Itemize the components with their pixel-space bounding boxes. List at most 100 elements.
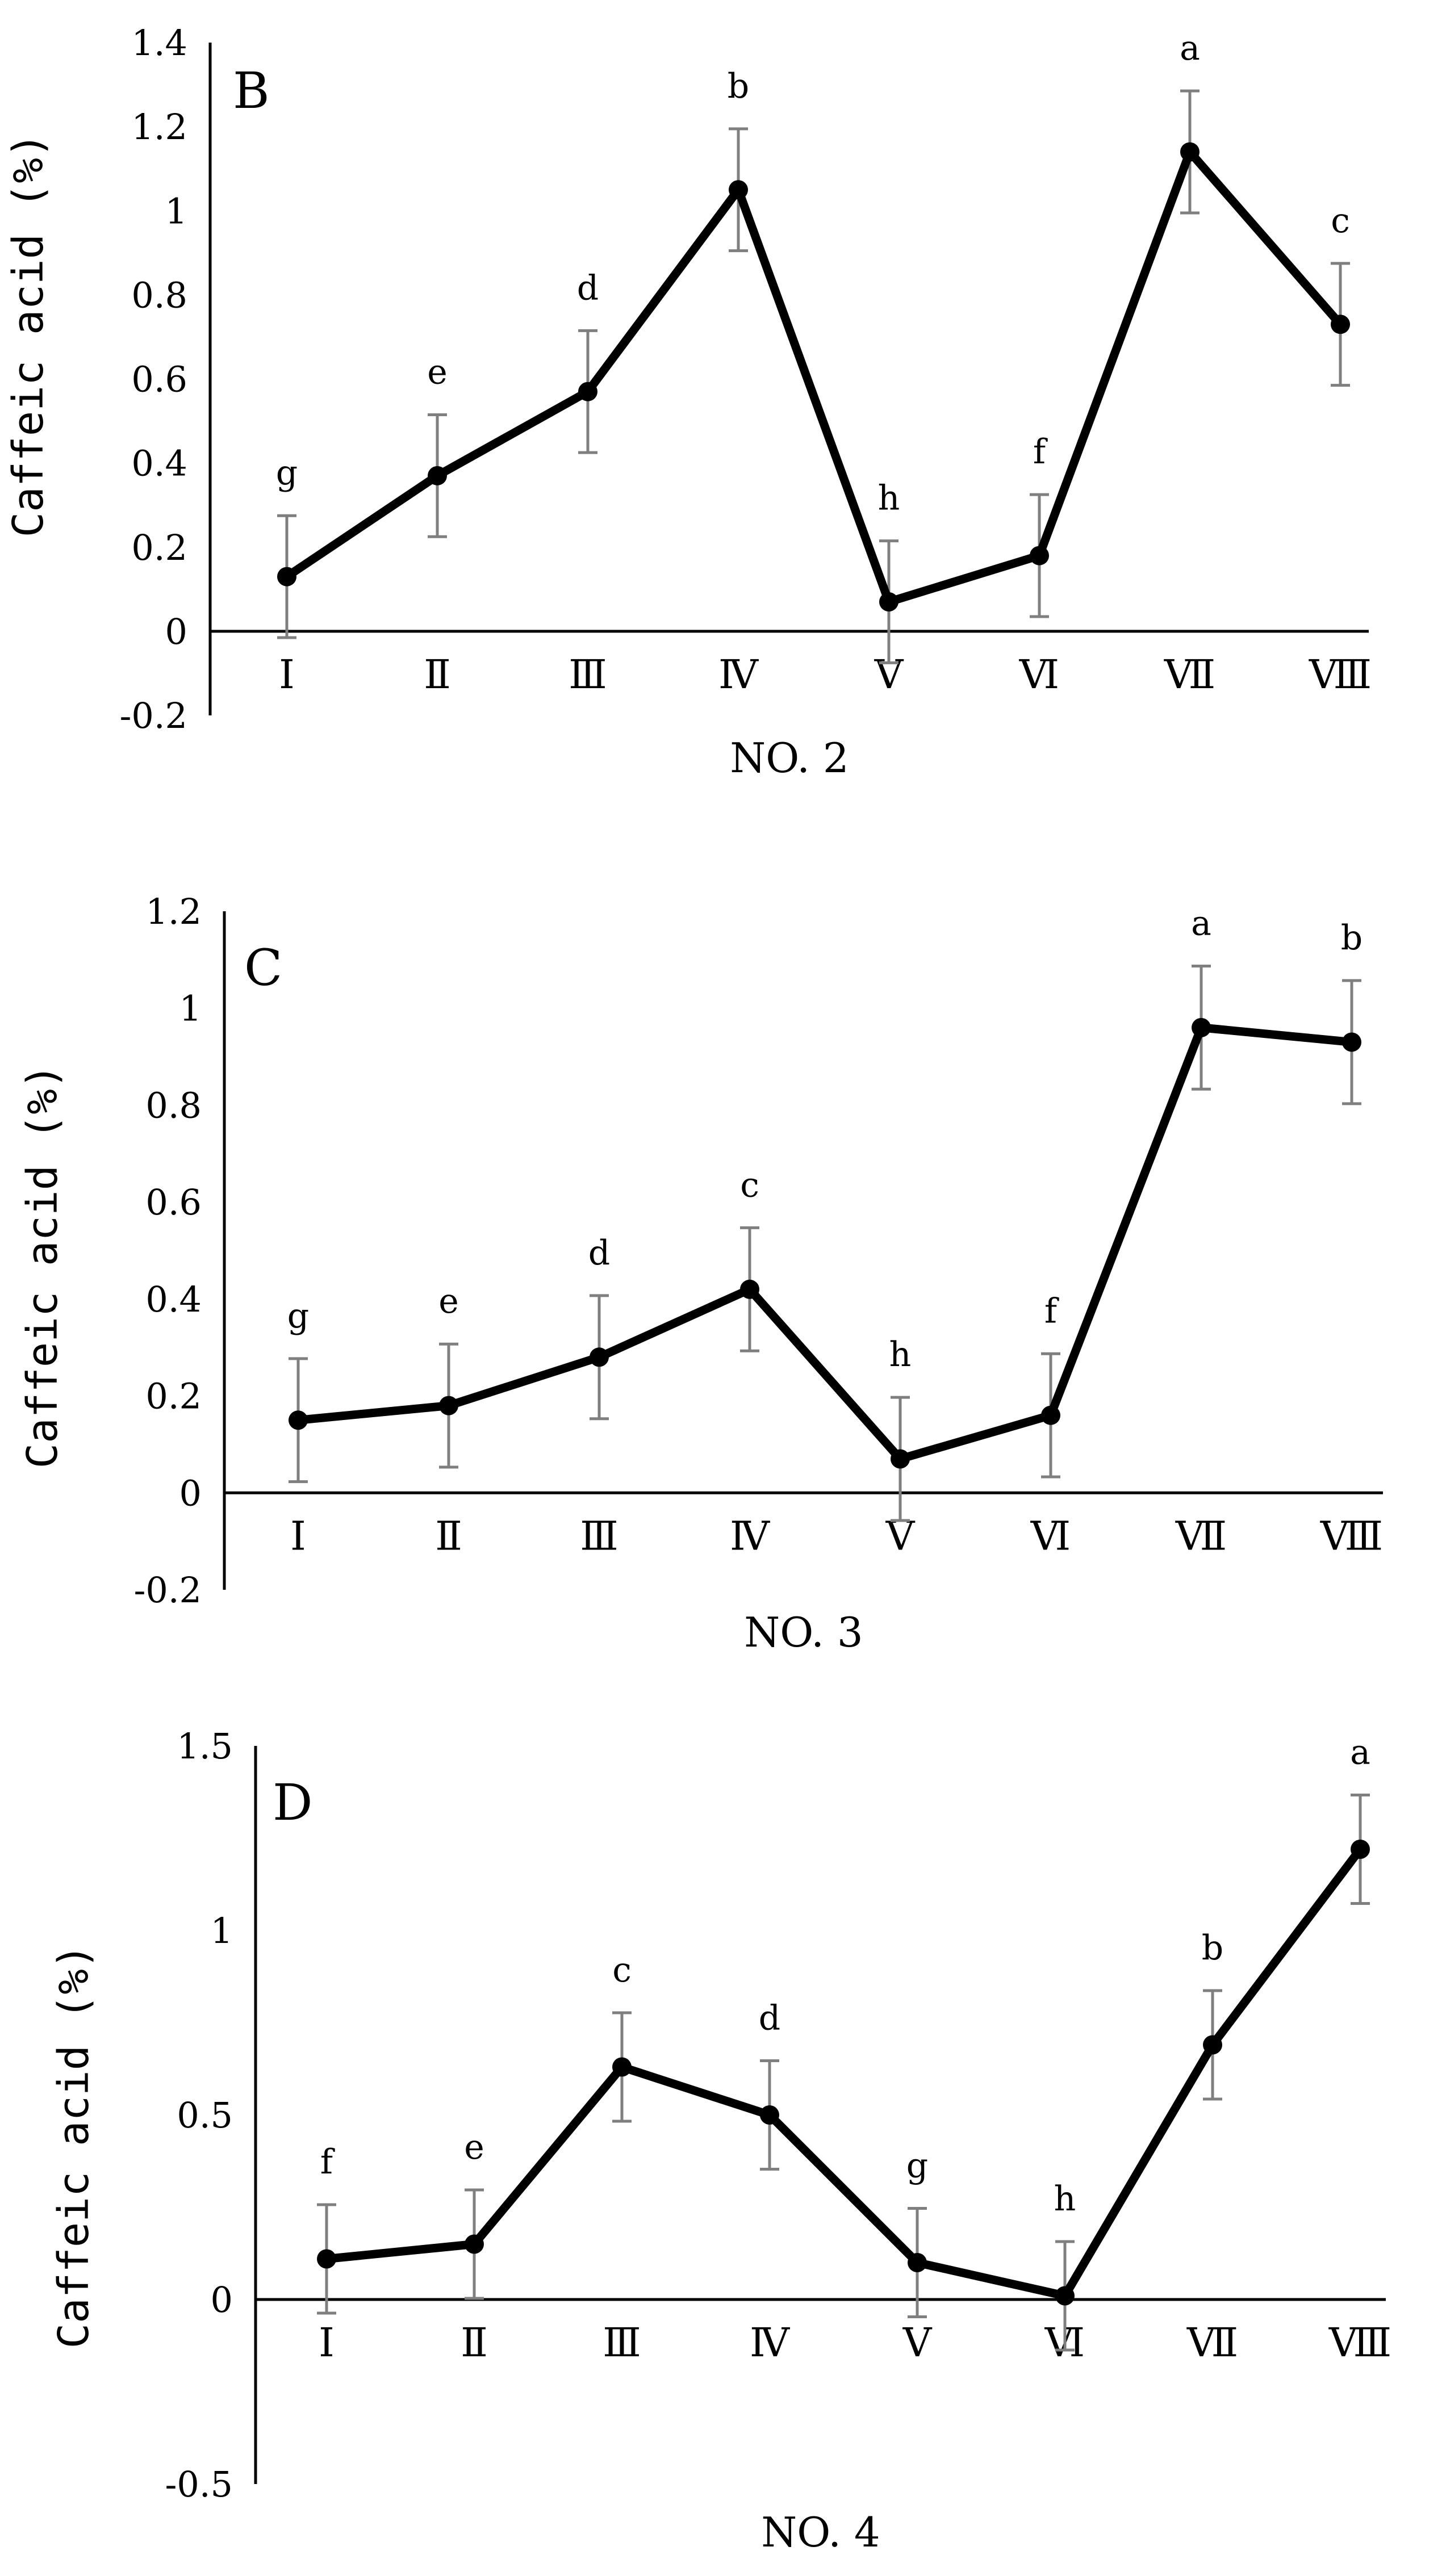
chart-b-significance-label: a	[1180, 28, 1200, 68]
chart-d-data-point	[612, 2057, 632, 2077]
chart-b-significance-label: g	[276, 453, 298, 493]
chart-c-category-label: Ⅵ	[1030, 1513, 1071, 1559]
chart-b-y-axis-title: Caffeic acid (%)	[4, 133, 53, 538]
chart-d-data-point	[760, 2105, 779, 2125]
chart-d-category-label: Ⅳ	[750, 2319, 790, 2366]
chart-c-data-point	[289, 1410, 308, 1430]
chart-d-significance-label: d	[759, 1998, 780, 2038]
chart-d-series-line	[326, 1846, 1364, 2300]
chart-c-significance-label: c	[740, 1165, 759, 1205]
chart-b-ytick-label: 0	[165, 611, 187, 652]
chart-d-significance-label: h	[1054, 2179, 1076, 2219]
chart-d-significance-label: c	[612, 1950, 632, 1990]
chart-c-significance-label: f	[1044, 1291, 1059, 1331]
chart-d-category-label: Ⅰ	[319, 2319, 335, 2366]
chart-c-significance-label: e	[438, 1281, 459, 1321]
chart-b-category-label: Ⅲ	[569, 651, 607, 698]
chart-c-ytick-label: 0.6	[145, 1182, 202, 1223]
chart-d-panel-letter: D	[273, 1773, 313, 1832]
chart-d-significance-label: f	[320, 2142, 335, 2182]
chart-d-category-label: Ⅷ	[1328, 2319, 1391, 2366]
chart-d-x-axis-title: NO. 4	[761, 2508, 880, 2556]
chart-c-data-point	[1342, 1032, 1361, 1052]
chart-b-category-label: Ⅷ	[1309, 651, 1372, 698]
chart-c-data-point	[891, 1449, 910, 1469]
chart-d-ytick-label: 1	[211, 1910, 233, 1951]
chart-c-ytick-label: 0	[179, 1472, 202, 1514]
chart-d-data-point	[1351, 1840, 1370, 1859]
chart-b-significance-label: d	[577, 268, 599, 308]
chart-d-category-label: Ⅲ	[603, 2319, 641, 2366]
chart-d-data-point	[908, 2253, 927, 2272]
chart-b-data-point	[428, 466, 447, 485]
chart-b-data-point	[277, 567, 296, 587]
chart-d-category-label: Ⅴ	[902, 2319, 933, 2366]
chart-b-ytick-label: 1.2	[131, 106, 187, 148]
chart-d-data-point	[317, 2249, 336, 2269]
chart-b-ytick-label: 0.8	[131, 274, 187, 316]
chart-c-significance-label: b	[1341, 918, 1363, 958]
chart-d-category-label: Ⅶ	[1186, 2319, 1238, 2366]
chart-b-data-point	[1030, 546, 1049, 566]
chart-d-data-point	[465, 2234, 484, 2254]
chart-b-ytick-label: 1.4	[131, 22, 187, 64]
chart-b-ytick-label: 1	[165, 190, 187, 232]
chart-c-category-label: Ⅱ	[435, 1513, 462, 1559]
chart-c-category-label: Ⅳ	[730, 1513, 770, 1559]
chart-c-ytick-label: 0.2	[145, 1376, 202, 1417]
chart-c-significance-label: h	[889, 1335, 912, 1375]
chart-c-data-point	[439, 1396, 458, 1415]
chart-b-x-axis-title: NO. 2	[730, 734, 849, 782]
chart-c-data-point	[1192, 1017, 1211, 1037]
chart-b-significance-label: e	[427, 352, 448, 392]
chart-c-category-label: Ⅰ	[290, 1513, 306, 1559]
chart-b-significance-label: f	[1033, 432, 1048, 472]
chart-b-category-label: Ⅳ	[718, 651, 759, 698]
chart-d-significance-label: b	[1202, 1928, 1223, 1968]
chart-d-ytick-label: 1.5	[177, 1725, 233, 1767]
chart-c-significance-label: a	[1191, 903, 1211, 943]
chart-b-category-label: Ⅵ	[1019, 651, 1059, 698]
chart-d-data-point	[1203, 2035, 1222, 2055]
chart-c-ytick-label: 0.4	[145, 1279, 202, 1320]
chart-c-category-label: Ⅷ	[1320, 1513, 1383, 1559]
chart-c-panel-letter: C	[244, 939, 282, 997]
chart-d-significance-label: g	[906, 2146, 928, 2185]
chart-b-series-line	[284, 148, 1344, 606]
chart-c-x-axis-title: NO. 3	[744, 1609, 863, 1656]
chart-c-y-axis-title: Caffeic acid (%)	[18, 1064, 67, 1469]
chart-b-ytick-label: 0.2	[131, 527, 187, 568]
chart-d-ytick-label: -0.5	[165, 2464, 233, 2505]
chart-d-y-axis-title: Caffeic acid (%)	[49, 1944, 98, 2349]
chart-d-significance-label: a	[1350, 1732, 1370, 1772]
chart-b-data-point	[578, 382, 597, 401]
chart-b-category-label: Ⅰ	[279, 651, 295, 698]
chart-b: -0.200.20.40.60.811.21.4Ⅰ Ⅱ Ⅲ Ⅳ Ⅴ Ⅵ Ⅶ Ⅷgedbhfac…	[4, 22, 1372, 782]
chart-c-data-point	[590, 1347, 609, 1367]
chart-b-significance-label: b	[728, 66, 749, 106]
chart-b-data-point	[1180, 142, 1200, 162]
chart-b-ytick-label: 0.4	[131, 443, 187, 484]
chart-b-significance-label: h	[878, 479, 900, 518]
chart-c-ytick-label: -0.2	[133, 1569, 202, 1611]
chart-c-significance-label: g	[287, 1296, 309, 1336]
chart-c-category-label: Ⅶ	[1175, 1513, 1227, 1559]
chart-d-ytick-label: 0.5	[177, 2095, 233, 2136]
chart-c-ytick-label: 0.8	[145, 1084, 202, 1126]
chart-b-category-label: Ⅱ	[424, 651, 451, 698]
chart-b-data-point	[729, 180, 748, 200]
chart-d-data-point	[1055, 2286, 1075, 2306]
chart-d-category-label: Ⅱ	[461, 2319, 488, 2366]
chart-c-series-line	[298, 1023, 1352, 1464]
chart-c-data-point	[1041, 1405, 1060, 1425]
chart-b-ytick-label: 0.6	[131, 359, 187, 400]
chart-b-panel-letter: B	[233, 61, 270, 120]
chart-d-significance-label: e	[464, 2127, 484, 2167]
chart-c-category-label: Ⅲ	[580, 1513, 618, 1559]
chart-b-ytick-label: -0.2	[119, 695, 187, 736]
chart-b-data-point	[1331, 315, 1350, 334]
